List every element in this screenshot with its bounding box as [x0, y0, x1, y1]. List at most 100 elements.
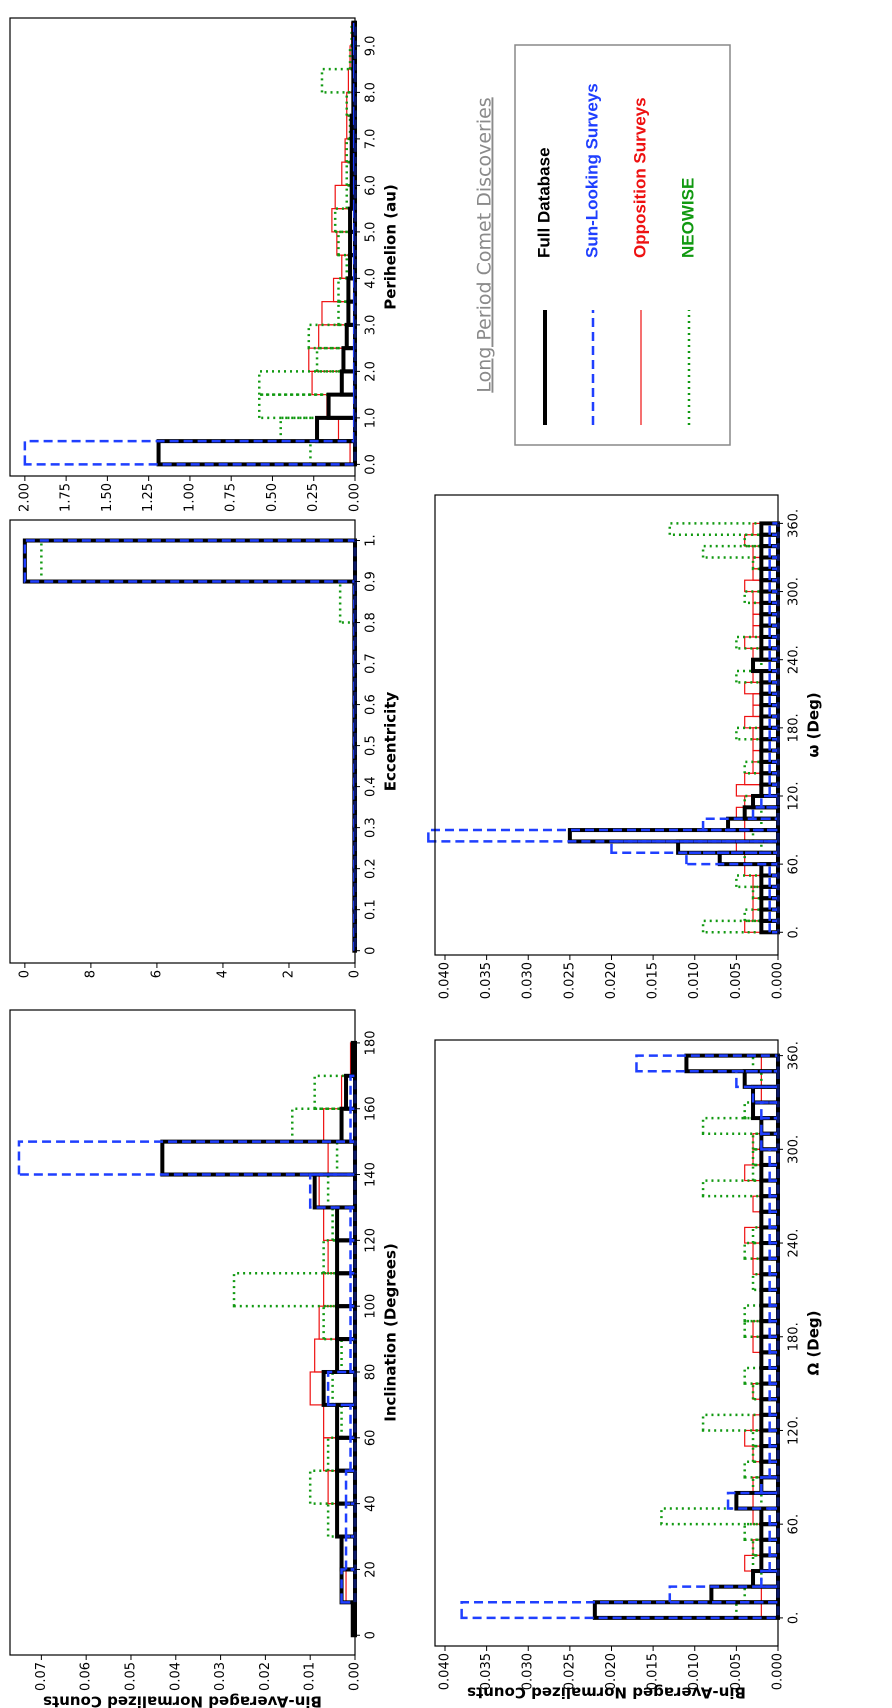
histogram-bar	[751, 1054, 780, 1073]
histogram-bar	[318, 324, 356, 349]
histogram-bar	[340, 1535, 356, 1571]
histogram-bar	[760, 1086, 779, 1104]
histogram-bar	[635, 1054, 780, 1073]
y-tick-label: 0.50	[265, 483, 280, 512]
y-tick-label: 1.00	[182, 483, 197, 512]
x-tick-label: 5.0	[364, 222, 379, 243]
y-tick-label: 0.035	[479, 1653, 494, 1690]
histogram-bar	[311, 370, 356, 396]
histogram-bar	[760, 1116, 780, 1135]
y-tick-label: 0.025	[562, 962, 577, 999]
y-tick-label: 0.015	[646, 962, 661, 999]
figure-body: Long Period Comet Discoveries 0204060801…	[9, 17, 823, 1708]
x-axis-label: Inclination (Degrees)	[382, 1243, 400, 1422]
histogram-bar	[743, 1366, 780, 1385]
histogram-bar	[156, 439, 357, 467]
x-tick-label: 0.5	[364, 735, 379, 756]
histogram-bar	[349, 1403, 357, 1440]
x-tick-label: 0.9	[364, 571, 379, 592]
histogram-bar	[326, 1173, 357, 1209]
histogram-bar	[23, 539, 357, 583]
histogram-bar	[743, 1460, 780, 1479]
x-axis-label: ω (Deg)	[805, 692, 823, 757]
histogram-bar	[337, 417, 356, 442]
histogram-bar	[340, 1075, 356, 1110]
histogram-bar	[752, 1445, 779, 1463]
histogram-bar	[760, 1132, 780, 1151]
x-tick-label: 4.0	[364, 268, 379, 289]
histogram-bar	[332, 277, 356, 303]
histogram-bar	[326, 1502, 357, 1538]
histogram-bar	[315, 415, 357, 444]
histogram-bar	[752, 1414, 779, 1432]
y-tick-label: 0.040	[437, 1653, 452, 1690]
histogram-bar	[22, 538, 358, 584]
x-tick-label: 60	[364, 1430, 379, 1447]
x-tick-label: 120	[364, 1228, 379, 1253]
plot-frame	[9, 519, 356, 964]
histogram-bar	[752, 1570, 779, 1588]
x-tick-label: 80	[364, 1364, 379, 1381]
histogram-bar	[751, 1085, 780, 1104]
legend-label: NEOWISE	[678, 178, 697, 258]
histogram-bar	[339, 1534, 357, 1572]
histogram-bar	[314, 1338, 356, 1373]
histogram-bar	[17, 1140, 357, 1176]
y-axis-label: Bin-Averaged Normalized Counts	[467, 1684, 746, 1702]
histogram-bar	[743, 1319, 780, 1339]
histogram-bar	[751, 1100, 781, 1121]
histogram-bar	[23, 439, 357, 466]
histogram-bar	[335, 1205, 357, 1243]
x-tick-label: 0.1	[364, 899, 379, 920]
histogram-bar	[743, 1304, 780, 1323]
histogram-bar	[752, 1336, 779, 1353]
histogram-bar	[759, 1116, 780, 1136]
histogram-bar	[326, 1370, 357, 1407]
histogram-bar	[735, 874, 780, 889]
histogram-bar	[751, 1569, 781, 1589]
histogram-bar	[232, 1272, 357, 1308]
histogram-bar	[685, 851, 780, 866]
x-tick-label: 60.	[787, 854, 802, 875]
x-tick-label: 180	[364, 1030, 379, 1055]
histogram-bar	[752, 1101, 779, 1119]
y-tick-label: 1.25	[141, 483, 156, 512]
histogram-bar	[751, 1132, 780, 1151]
histogram-bar	[308, 1469, 357, 1505]
histogram-bar	[701, 1179, 780, 1198]
y-tick-label: 0	[348, 970, 363, 978]
y-tick-label: 1.50	[100, 483, 115, 512]
histogram-bar	[751, 1085, 780, 1104]
x-tick-label: 6.0	[364, 175, 379, 196]
x-tick-label: 240.	[787, 1229, 802, 1258]
histogram-bar	[335, 1238, 357, 1276]
x-tick-label: 0.7	[364, 653, 379, 674]
histogram-bar	[340, 1568, 357, 1604]
histogram-bar	[327, 1470, 356, 1505]
x-tick-label: 0.4	[364, 776, 379, 797]
y-tick-label: 0.000	[771, 1653, 786, 1690]
x-tick-label: 120.	[787, 782, 802, 811]
histogram-bar	[340, 1403, 357, 1440]
histogram-bar	[752, 1148, 779, 1166]
y-tick-label: 0.005	[729, 1653, 744, 1690]
x-tick-label: 0.0	[364, 454, 379, 475]
histogram-bar	[752, 1539, 779, 1557]
x-tick-label: 3.0	[364, 315, 379, 336]
x-tick-label: 9.0	[364, 36, 379, 57]
histogram-bar	[743, 1522, 780, 1542]
histogram-bar	[309, 439, 357, 466]
legend-label: Full Database	[534, 147, 553, 258]
x-tick-label: 40	[364, 1495, 379, 1512]
x-tick-label: 1.	[364, 534, 379, 546]
histogram-bar	[752, 1492, 779, 1510]
x-tick-label: 180.	[787, 713, 802, 742]
histogram-bar	[340, 1337, 357, 1374]
histogram-bar	[751, 1226, 780, 1245]
x-axis-label: Perihelion (au)	[382, 184, 400, 310]
histogram-bar	[751, 1554, 780, 1573]
histogram-bar	[340, 1535, 357, 1571]
histogram-bar	[752, 1195, 779, 1213]
y-tick-label: 0.25	[306, 483, 321, 512]
